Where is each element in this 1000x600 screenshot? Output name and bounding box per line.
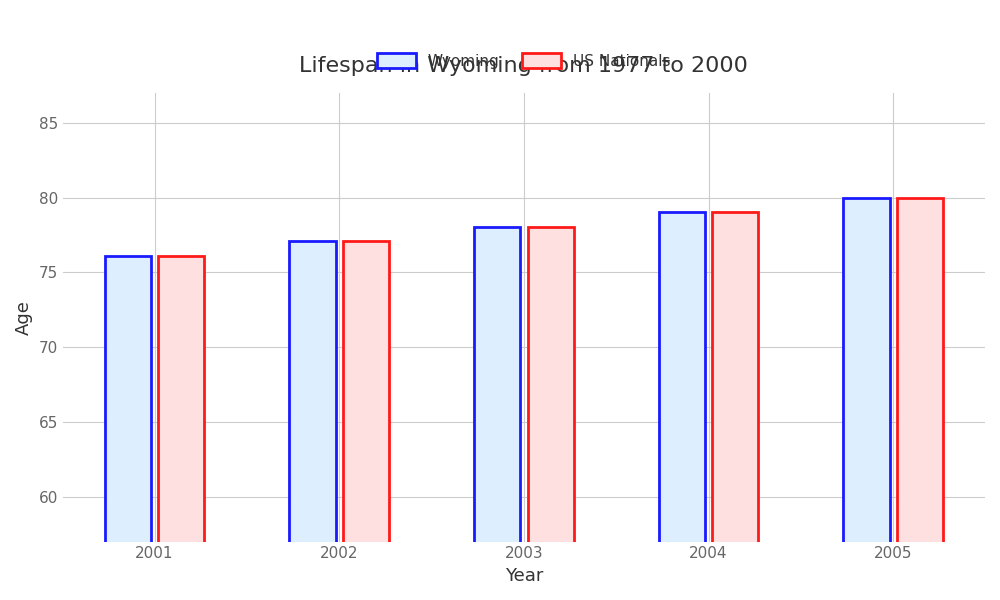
Bar [105,256,151,600]
Bar [659,212,705,600]
Bar [843,197,890,600]
X-axis label: Year: Year [505,567,543,585]
Bar [158,256,204,600]
Legend: Wyoming, US Nationals: Wyoming, US Nationals [371,47,677,75]
Bar [712,212,758,600]
Y-axis label: Age: Age [15,300,33,335]
Title: Lifespan in Wyoming from 1977 to 2000: Lifespan in Wyoming from 1977 to 2000 [299,56,748,76]
Bar [343,241,389,600]
Bar [528,227,574,600]
Bar [289,241,336,600]
Bar [474,227,520,600]
Bar [897,197,943,600]
